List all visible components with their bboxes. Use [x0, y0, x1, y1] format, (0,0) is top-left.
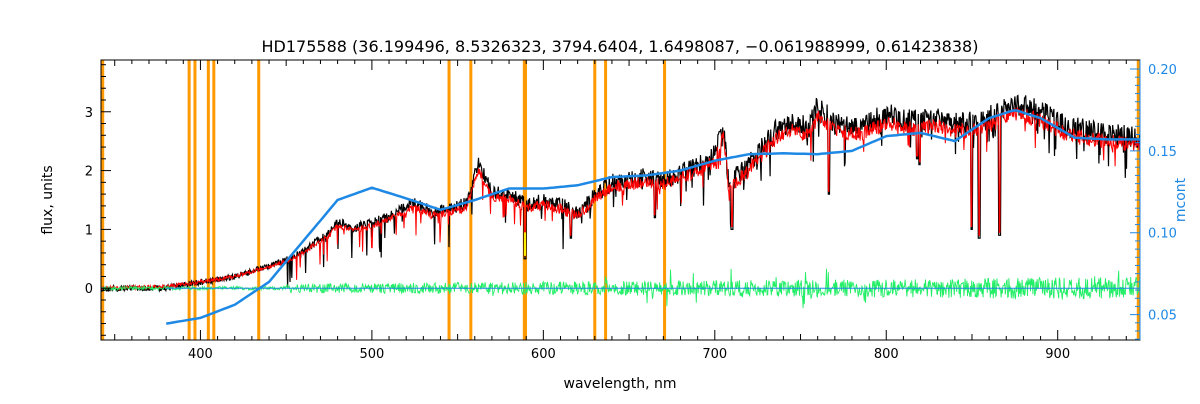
y-tick-label: 1 [85, 223, 93, 238]
x-tick-label: 800 [874, 347, 899, 362]
axes: 400 500 600 700 800 900 0 1 2 3 0.05 0.10 0.15 0.20 [85, 60, 1177, 362]
chart-title: HD175588 (36.199496, 8.5326323, 3794.640… [262, 37, 979, 56]
x-tick-label: 500 [359, 347, 384, 362]
x-tick-label: 900 [1045, 347, 1070, 362]
y-tick-label: 0 [85, 282, 93, 297]
observed-series-line [100, 94, 1141, 293]
x-tick-label: 400 [188, 347, 213, 362]
y-tick-label: 2 [85, 165, 93, 180]
continuum-curve [166, 109, 1140, 325]
continuum-series-line [166, 109, 1140, 325]
x-axis-label: wavelength, nm [564, 376, 677, 392]
y2-tick-label: 0.15 [1148, 145, 1177, 160]
y2-axis-label: mcont [1173, 177, 1189, 222]
observed-spectrum [100, 94, 1141, 293]
x-tick-label: 700 [702, 347, 727, 362]
y2-tick-label: 0.20 [1148, 63, 1177, 78]
residuals [100, 268, 1141, 309]
y2-tick-label: 0.10 [1148, 227, 1177, 242]
y-axis-label: flux, units [40, 165, 56, 234]
y2-tick-label: 0.05 [1148, 309, 1177, 324]
y-tick-label: 3 [85, 106, 93, 121]
x-tick-label: 600 [531, 347, 556, 362]
